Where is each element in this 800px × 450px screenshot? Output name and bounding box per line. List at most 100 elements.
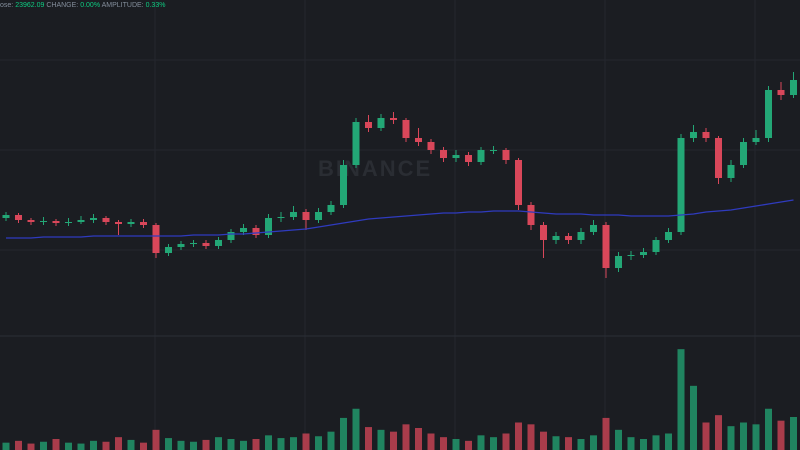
candle-body bbox=[602, 225, 610, 268]
candle-body bbox=[2, 215, 10, 218]
volume-bar bbox=[277, 438, 285, 450]
candle-body bbox=[752, 138, 760, 142]
candle-body bbox=[377, 118, 385, 128]
volume-bar bbox=[577, 439, 585, 450]
candle-body bbox=[40, 221, 47, 222]
candle-body bbox=[715, 138, 722, 178]
candle-body bbox=[540, 225, 547, 240]
volume-bar bbox=[65, 442, 72, 450]
candle-body bbox=[165, 247, 172, 253]
candle-body bbox=[290, 212, 297, 217]
candle-body bbox=[190, 243, 197, 244]
candle-body bbox=[327, 205, 335, 212]
volume-bar bbox=[440, 437, 447, 450]
header-label: AMPLITUDE: bbox=[102, 2, 144, 9]
candle-body bbox=[402, 120, 410, 138]
candle-body bbox=[702, 132, 710, 138]
candle-body bbox=[115, 222, 122, 224]
volume-bar bbox=[452, 439, 460, 450]
volume-bar bbox=[202, 439, 210, 450]
volume-bar bbox=[790, 417, 797, 450]
volume-bar bbox=[515, 422, 522, 450]
candle-body bbox=[777, 90, 785, 95]
volume-bar bbox=[352, 408, 360, 450]
volume-bar bbox=[765, 408, 772, 450]
candle-body bbox=[765, 90, 772, 138]
volume-bar bbox=[77, 443, 85, 450]
candle-body bbox=[265, 218, 272, 235]
candle-body bbox=[465, 155, 472, 162]
header-label: ose: bbox=[0, 2, 13, 9]
volume-bar bbox=[52, 439, 60, 450]
volume-bar bbox=[115, 437, 122, 450]
candle-body bbox=[27, 220, 35, 222]
candle-body bbox=[127, 222, 135, 224]
candle-body bbox=[577, 232, 585, 240]
volume-bar bbox=[740, 422, 747, 450]
volume-bar bbox=[90, 440, 97, 450]
candle-body bbox=[427, 142, 435, 150]
candle-body bbox=[152, 225, 160, 253]
candle-body bbox=[252, 228, 260, 235]
candle-body bbox=[552, 236, 560, 240]
candle-body bbox=[352, 122, 360, 165]
header: ose: 23962.09 CHANGE: 0.00% AMPLITUDE: 0… bbox=[0, 2, 165, 9]
candle-body bbox=[315, 212, 322, 220]
volume-bar bbox=[640, 439, 647, 450]
volume-bar bbox=[652, 435, 660, 450]
candle-body bbox=[452, 155, 460, 158]
candle-body bbox=[627, 255, 635, 256]
volume-bar bbox=[702, 422, 710, 450]
candle-body bbox=[565, 236, 572, 240]
volume-bar bbox=[265, 435, 272, 450]
candle-body bbox=[227, 232, 235, 240]
candle-body bbox=[527, 205, 535, 225]
candle-body bbox=[727, 165, 735, 178]
volume-bar bbox=[590, 435, 597, 450]
volume-bar bbox=[290, 437, 297, 450]
volume-bar bbox=[490, 437, 497, 450]
volume-bar bbox=[252, 439, 260, 450]
candle-body bbox=[390, 118, 397, 120]
volume-bar bbox=[340, 417, 347, 450]
volume-bar bbox=[127, 439, 135, 450]
volume-bar bbox=[527, 424, 535, 450]
candle-body bbox=[102, 218, 110, 222]
volume-bar bbox=[240, 440, 247, 450]
volume-bar bbox=[677, 349, 685, 450]
header-label: CHANGE: bbox=[46, 2, 78, 9]
candle-body bbox=[615, 256, 622, 268]
volume-bar bbox=[402, 424, 410, 450]
header-value: 0.33% bbox=[146, 2, 166, 9]
candle-body bbox=[690, 132, 697, 138]
candle-body bbox=[665, 232, 672, 240]
volume-bar bbox=[502, 433, 510, 450]
candle-body bbox=[440, 150, 447, 158]
candle-body bbox=[340, 165, 347, 205]
volume-bar bbox=[552, 436, 560, 450]
candle-body bbox=[790, 80, 797, 95]
header-value: 23962.09 bbox=[15, 2, 44, 9]
volume-bar bbox=[465, 440, 472, 450]
moving-average bbox=[6, 199, 794, 239]
volume-bar bbox=[165, 438, 172, 450]
candle-body bbox=[277, 217, 285, 218]
volume-bar bbox=[477, 435, 485, 450]
candle-body bbox=[215, 240, 222, 246]
candle-body bbox=[15, 215, 22, 220]
volume-bar bbox=[752, 424, 760, 450]
candle-body bbox=[302, 212, 310, 220]
candle-body bbox=[177, 244, 185, 247]
candle-body bbox=[652, 240, 660, 252]
volume-bar bbox=[615, 429, 622, 450]
volume-bar bbox=[365, 427, 372, 450]
candle-body bbox=[365, 122, 372, 128]
volume-bar bbox=[690, 385, 697, 450]
volume-bar bbox=[315, 436, 322, 450]
volume-bar bbox=[715, 415, 722, 450]
candle-body bbox=[240, 228, 247, 232]
volume-bar bbox=[415, 428, 422, 450]
